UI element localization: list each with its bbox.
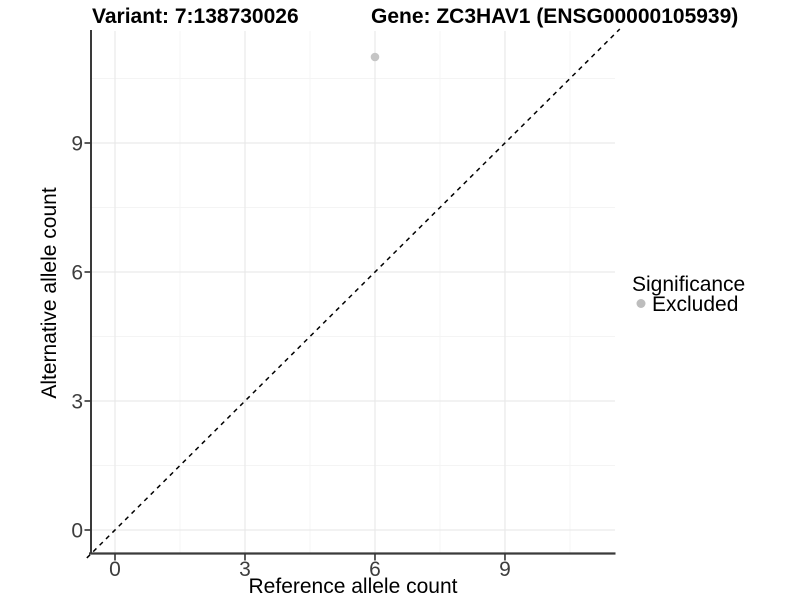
x-tick-label: 0 bbox=[109, 558, 121, 581]
y-tick-label: 6 bbox=[71, 262, 83, 285]
data-point bbox=[370, 52, 380, 62]
tick-labels: 0 3 6 9 0 3 6 9 bbox=[71, 133, 511, 582]
variant-title: Variant: 7:138730026 bbox=[92, 5, 299, 28]
legend: Significance Excluded bbox=[632, 273, 745, 316]
grid-minor bbox=[91, 31, 615, 554]
gene-title: Gene: ZC3HAV1 (ENSG00000105939) bbox=[371, 5, 738, 28]
grid-major bbox=[91, 31, 615, 554]
y-tick-label: 0 bbox=[71, 520, 83, 543]
x-tick-label: 9 bbox=[499, 558, 511, 581]
points-layer bbox=[370, 52, 380, 62]
x-axis-title: Reference allele count bbox=[249, 575, 458, 598]
tick-marks bbox=[84, 142, 506, 561]
x-tick-label: 6 bbox=[369, 558, 381, 581]
y-tick-label: 9 bbox=[71, 133, 83, 156]
legend-key-excluded-icon bbox=[636, 299, 646, 308]
x-tick-label: 3 bbox=[239, 558, 251, 581]
legend-title: Significance bbox=[632, 273, 745, 296]
y-axis-title: Alternative allele count bbox=[38, 187, 61, 398]
y-tick-label: 3 bbox=[71, 391, 83, 414]
legend-label-excluded: Excluded bbox=[652, 293, 738, 316]
